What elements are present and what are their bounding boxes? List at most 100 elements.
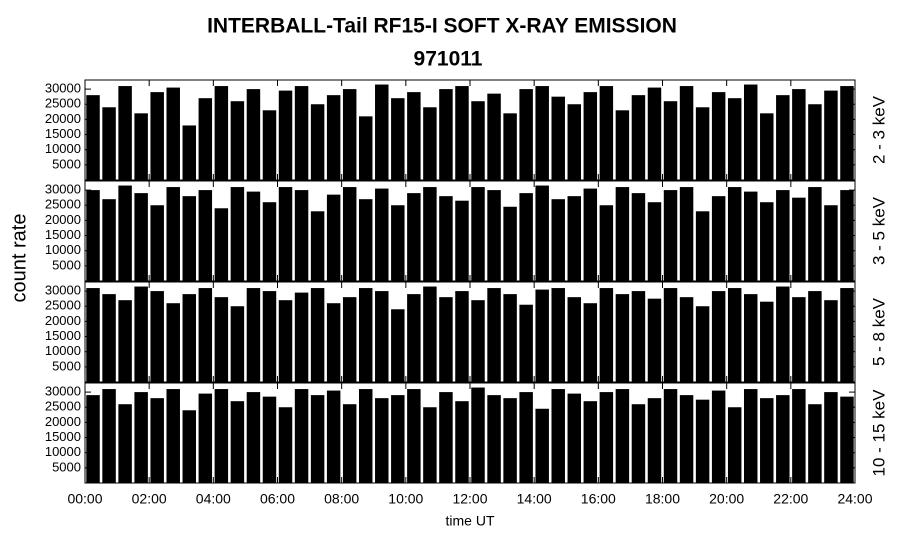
bar <box>166 187 180 281</box>
bar <box>375 398 389 483</box>
bar <box>134 286 148 382</box>
bar <box>760 398 774 483</box>
y-tick-label: 25000 <box>45 399 81 414</box>
bar <box>760 202 774 281</box>
bar <box>278 300 293 382</box>
bar <box>631 291 646 382</box>
bar <box>519 392 533 483</box>
bar <box>840 86 854 180</box>
bar <box>198 288 213 382</box>
bar <box>214 208 229 281</box>
bar <box>743 294 758 382</box>
bar <box>776 286 790 382</box>
bar <box>118 300 132 382</box>
bar <box>423 286 437 382</box>
x-axis-label: time UT <box>446 513 495 529</box>
bar <box>198 393 213 483</box>
bar <box>808 404 822 483</box>
bar <box>310 288 325 382</box>
bar <box>519 89 533 180</box>
bar <box>808 291 822 382</box>
bar <box>695 211 710 281</box>
bar <box>310 104 325 180</box>
bar <box>792 389 806 483</box>
bar <box>118 404 132 483</box>
bar <box>808 187 822 281</box>
bar <box>310 211 325 281</box>
y-tick-label: 20000 <box>45 414 81 429</box>
bar <box>615 110 630 180</box>
bar <box>326 303 341 382</box>
bar <box>150 92 164 180</box>
bar <box>711 390 726 483</box>
x-tick-label: 04:00 <box>196 491 231 507</box>
y-tick-label: 5000 <box>52 257 81 272</box>
bar <box>391 205 405 281</box>
bar <box>423 107 437 180</box>
bar <box>599 205 614 281</box>
bar <box>86 288 100 382</box>
bar <box>695 306 710 382</box>
bar <box>792 297 806 382</box>
y-tick-label: 5000 <box>52 358 81 373</box>
bar <box>439 89 453 180</box>
bar <box>647 202 662 281</box>
panel-label: 2 - 3 keV <box>869 95 888 164</box>
bar <box>407 92 421 180</box>
y-tick-label: 15000 <box>45 227 81 242</box>
bar <box>743 84 758 180</box>
bar <box>230 306 245 382</box>
bar <box>776 395 790 483</box>
bar <box>102 389 116 483</box>
y-tick-label: 20000 <box>45 111 81 126</box>
bar <box>535 289 549 382</box>
bar <box>262 202 277 281</box>
bar <box>310 395 325 483</box>
bar <box>439 297 453 382</box>
bar <box>567 196 582 281</box>
bar <box>503 294 517 382</box>
bar <box>824 90 838 180</box>
bar <box>679 297 694 382</box>
x-tick-label: 08:00 <box>324 491 359 507</box>
bar <box>230 187 245 281</box>
bar <box>214 86 229 180</box>
bar <box>214 389 229 483</box>
bar <box>455 86 469 180</box>
bar <box>471 187 485 281</box>
bar <box>278 187 293 281</box>
chart-subtitle: 971011 <box>414 48 483 71</box>
bar <box>663 288 678 382</box>
bar <box>246 288 261 382</box>
y-tick-label: 10000 <box>45 242 81 257</box>
bar <box>792 197 806 281</box>
bar <box>487 288 501 382</box>
bar <box>342 187 357 281</box>
bar <box>150 398 164 483</box>
bar <box>455 401 469 483</box>
bar <box>407 389 421 483</box>
bar <box>230 401 245 483</box>
bar <box>631 193 646 281</box>
bar <box>342 404 357 483</box>
bar <box>808 104 822 180</box>
bar <box>198 98 213 180</box>
bar <box>342 89 357 180</box>
x-tick-label: 22:00 <box>773 491 808 507</box>
bar <box>727 407 742 483</box>
bar <box>214 297 229 382</box>
bar <box>663 101 678 180</box>
bar <box>711 92 726 180</box>
x-tick-label: 00:00 <box>67 491 102 507</box>
panel-label: 10 - 15 keV <box>869 389 888 477</box>
bar <box>278 407 293 483</box>
bar <box>391 98 405 180</box>
bar <box>567 297 582 382</box>
bar <box>583 188 598 281</box>
y-tick-label: 30000 <box>45 283 81 298</box>
bar <box>182 294 197 382</box>
bar <box>776 95 790 180</box>
bar <box>583 303 598 382</box>
bar <box>471 300 485 382</box>
